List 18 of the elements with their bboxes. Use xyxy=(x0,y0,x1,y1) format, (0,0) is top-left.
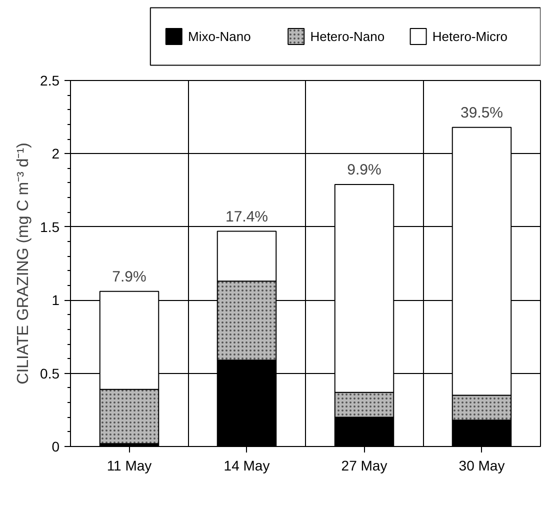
annotation: 17.4% xyxy=(225,208,268,226)
annotation: 9.9% xyxy=(347,161,382,178)
y-tick-label: 2.5 xyxy=(40,72,60,88)
legend-label: Hetero-Micro xyxy=(432,29,508,44)
legend-label: Hetero-Nano xyxy=(310,29,385,44)
y-tick-label: 2 xyxy=(52,146,60,162)
x-tick-label: 14 May xyxy=(224,458,270,474)
y-tick-label: 0 xyxy=(52,438,60,454)
annotation: 7.9% xyxy=(112,268,146,286)
y-tick-label: 1.5 xyxy=(40,218,60,235)
legend-label: Mixo-Nano xyxy=(188,29,251,44)
x-tick-label: 30 May xyxy=(458,458,505,474)
x-tick-label: 11 May xyxy=(106,458,152,474)
x-tick-label: 27 May xyxy=(341,458,388,474)
y-tick-label: 1 xyxy=(52,292,60,308)
y-axis-title: CILIATE GRAZING (mg C m⁻³ d⁻¹) xyxy=(15,142,32,384)
annotation: 39.5% xyxy=(460,104,504,122)
y-tick-label: 0.5 xyxy=(40,365,60,382)
